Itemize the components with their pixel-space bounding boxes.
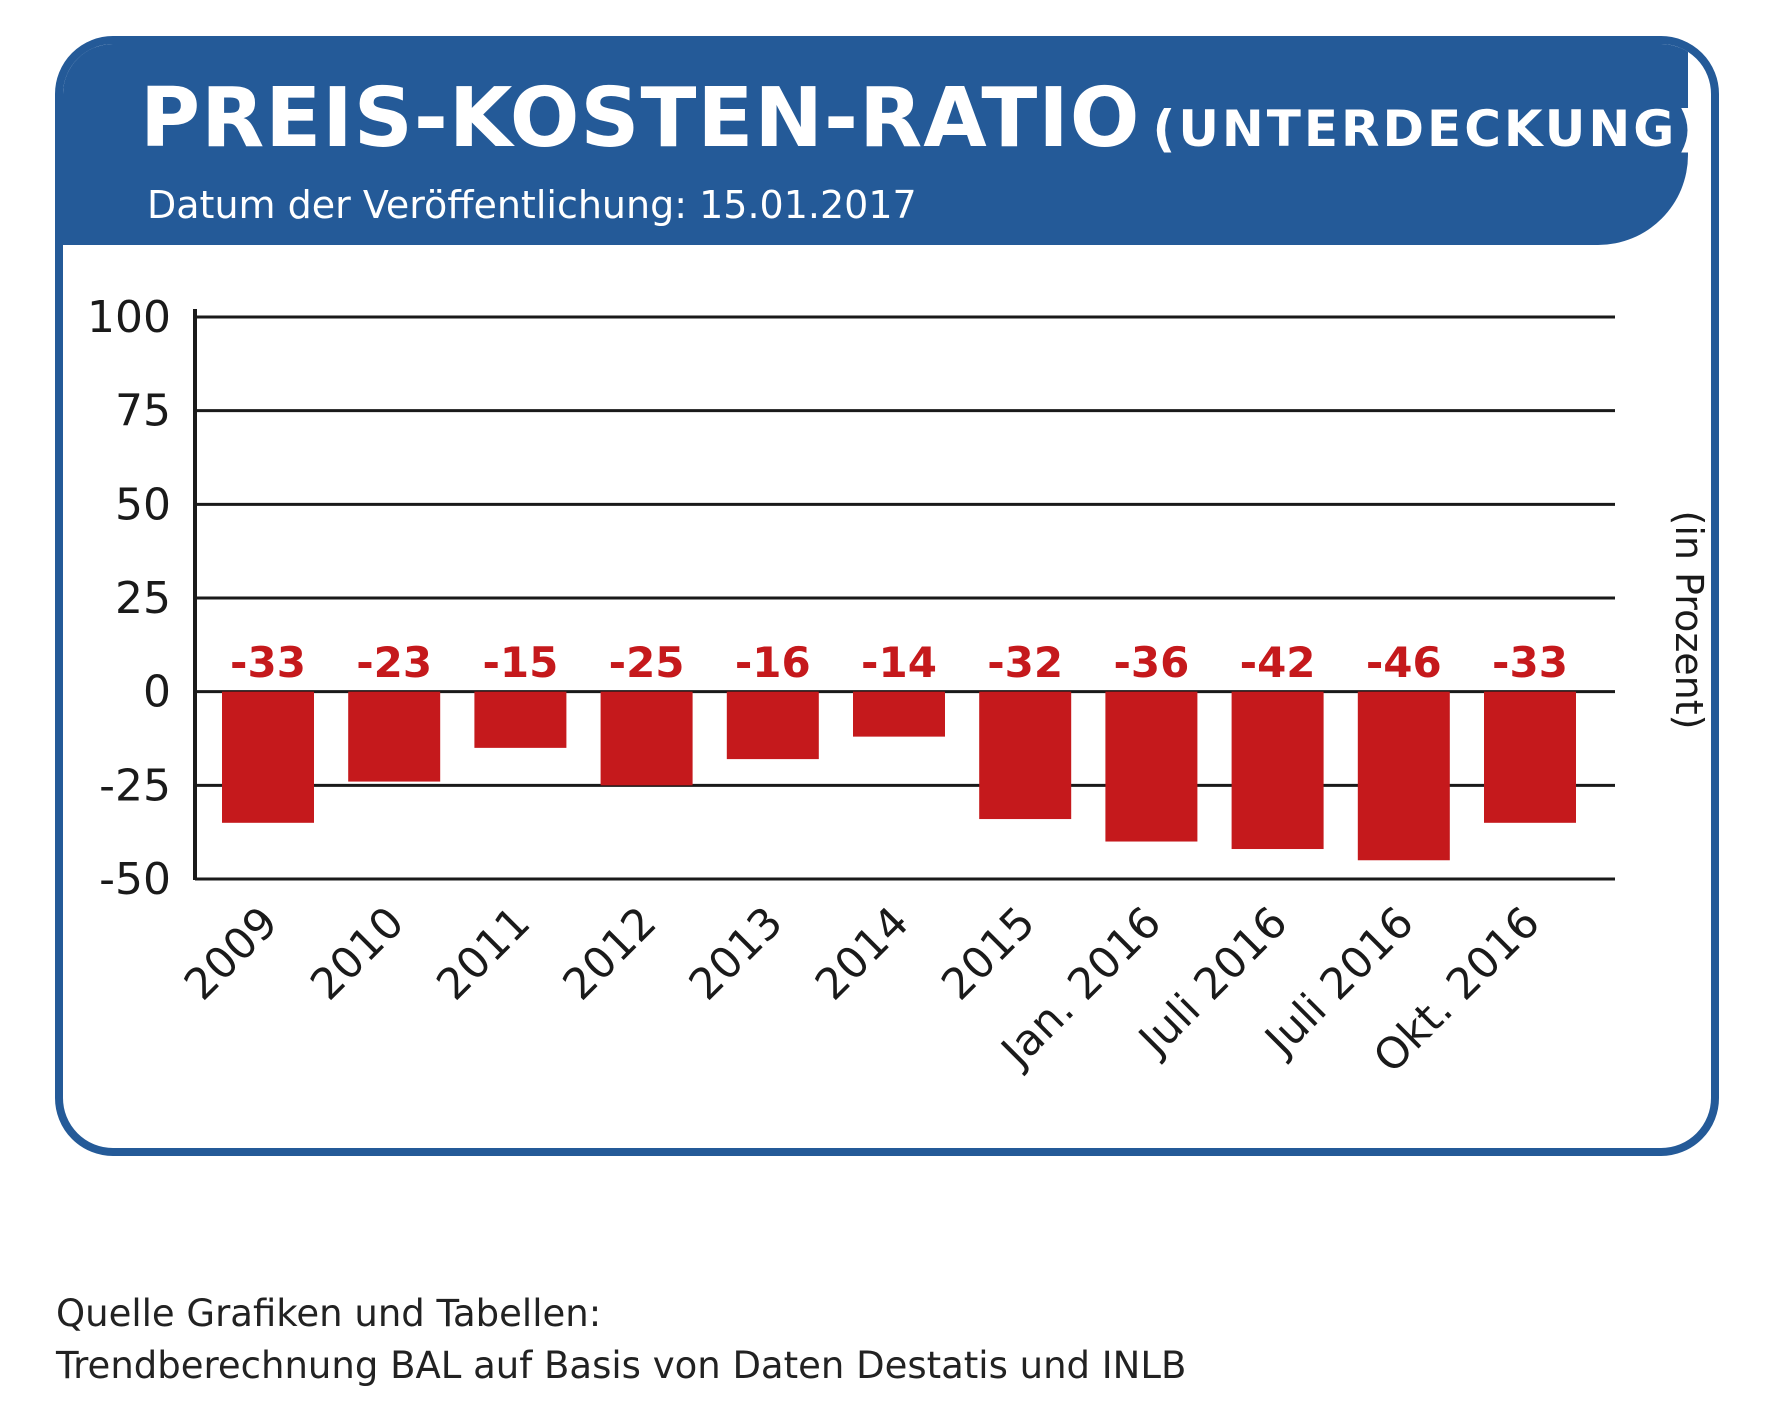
x-category-label: 2011 (427, 897, 540, 1010)
x-category-label: 2010 (301, 897, 414, 1010)
x-category-label: 2012 (554, 897, 667, 1010)
bar (1105, 691, 1198, 842)
bar (600, 691, 693, 786)
x-category-label: 2013 (680, 897, 793, 1010)
y-tick-label: 50 (115, 479, 171, 530)
data-label: -15 (482, 638, 558, 687)
bar (853, 691, 945, 737)
y-axis-title: (in Prozent) (1667, 511, 1711, 730)
y-tick-label: 100 (87, 292, 171, 343)
bar (726, 691, 819, 760)
data-label: -36 (1113, 638, 1189, 687)
data-label: -46 (1366, 638, 1442, 687)
bar (348, 691, 441, 782)
data-label: -23 (356, 638, 432, 687)
x-category-label: 2009 (175, 897, 288, 1010)
chart-title-main: PREIS-KOSTEN-RATIO (140, 71, 1141, 166)
y-tick-label: -50 (99, 854, 171, 905)
y-tick-label: 75 (115, 386, 171, 437)
data-label: -14 (861, 638, 937, 687)
data-label: -16 (735, 638, 811, 687)
y-tick-label: -25 (99, 760, 171, 811)
y-tick-label: 0 (143, 667, 171, 718)
chart-card: PREIS-KOSTEN-RATIO (UNTERDECKUNG) Datum d… (55, 36, 1719, 1156)
bar (1357, 691, 1450, 861)
x-category-label: 2015 (932, 897, 1045, 1010)
chart-title-suffix: (UNTERDECKUNG) (1152, 100, 1704, 158)
bar (1484, 691, 1576, 823)
header-banner: PREIS-KOSTEN-RATIO (UNTERDECKUNG) Datum d… (63, 44, 1700, 245)
bar (979, 691, 1072, 820)
bar (1231, 691, 1324, 850)
data-label: -33 (1492, 638, 1568, 687)
y-tick-label: 25 (115, 573, 171, 624)
chart-title: PREIS-KOSTEN-RATIO (UNTERDECKUNG) (140, 78, 1703, 160)
bar (222, 691, 314, 823)
data-label: -25 (609, 638, 685, 687)
source-note: Quelle Grafiken und Tabellen: Trendberec… (56, 1288, 1186, 1392)
data-label: -32 (987, 638, 1063, 687)
data-label: -42 (1240, 638, 1316, 687)
source-line-1: Quelle Grafiken und Tabellen: (56, 1292, 602, 1335)
data-label: -33 (230, 638, 306, 687)
x-category-label: 2014 (806, 897, 919, 1010)
source-line-2: Trendberechnung BAL auf Basis von Daten … (56, 1344, 1187, 1387)
bar (474, 691, 567, 748)
publication-date: Datum der Veröffentlichung: 15.01.2017 (147, 183, 917, 227)
